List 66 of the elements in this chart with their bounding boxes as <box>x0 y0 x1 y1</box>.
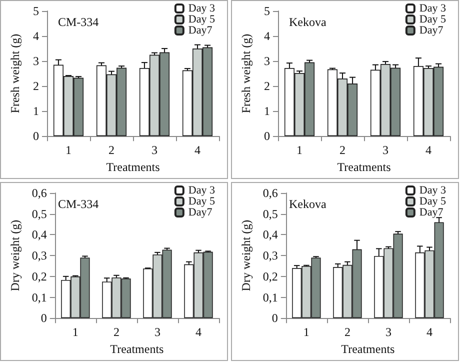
y-tick-label: 0,6 <box>32 186 47 200</box>
legend-label: Day7 <box>188 24 213 36</box>
y-tick-label: 3 <box>264 54 270 68</box>
y-tick-label: 0,1 <box>262 290 278 304</box>
chart-title: CM-334 <box>58 15 99 29</box>
y-axis-title: Fresh weight (g) <box>8 34 22 114</box>
legend-label: Day 5 <box>188 14 216 26</box>
x-tick-label: 1 <box>303 325 310 340</box>
x-tick-label: 4 <box>195 325 202 340</box>
y-tick-label: 0,2 <box>32 269 47 284</box>
y-tick-label: 0,3 <box>32 248 47 263</box>
y-tick-label: 0,5 <box>32 206 47 221</box>
y-tick-label: 2 <box>33 79 39 94</box>
legend-label: Day 3 <box>419 184 446 196</box>
x-tick-label: 3 <box>154 325 160 340</box>
y-tick-label: 4 <box>264 29 270 44</box>
legend-label: Day7 <box>419 206 444 218</box>
chart-title: CM-334 <box>58 197 99 211</box>
x-tick-label: 3 <box>382 143 388 158</box>
legend-label: Day 3 <box>188 2 216 14</box>
chart-title: Kekova <box>289 15 327 29</box>
y-tick-label: 0,4 <box>262 228 278 242</box>
x-tick-label: 2 <box>108 143 114 158</box>
y-tick-label: 0,1 <box>32 290 47 304</box>
x-tick-label: 4 <box>426 325 432 340</box>
y-tick-label: 5 <box>33 4 39 18</box>
x-axis-title: Treatments <box>110 342 164 356</box>
y-tick-label: 0 <box>272 311 278 326</box>
y-tick-label: 0 <box>33 129 39 144</box>
y-tick-label: 3 <box>33 54 39 68</box>
y-tick-label: 0,5 <box>262 206 278 221</box>
x-tick-label: 3 <box>152 143 158 158</box>
y-tick-label: 0,3 <box>262 248 278 263</box>
y-tick-label: 0 <box>40 311 47 326</box>
y-tick-label: 0 <box>264 129 270 144</box>
chart-title: Kekova <box>289 197 327 211</box>
x-tick-label: 4 <box>426 143 432 158</box>
x-tick-label: 2 <box>344 325 350 340</box>
y-axis-title: Fresh weight (g) <box>239 34 253 114</box>
x-axis-title: Treatments <box>337 160 392 174</box>
x-tick-label: 2 <box>113 325 120 340</box>
y-tick-label: 1 <box>33 104 39 118</box>
legend-label: Day7 <box>188 206 213 218</box>
y-tick-label: 0,4 <box>32 228 47 242</box>
y-axis-title: Dry weight (g) <box>239 220 253 292</box>
legend-label: Day 5 <box>188 196 216 208</box>
x-tick-label: 1 <box>66 143 72 158</box>
y-tick-label: 4 <box>33 29 39 44</box>
x-tick-label: 1 <box>296 143 302 158</box>
x-axis-title: Treatments <box>341 342 396 356</box>
y-tick-label: 0,6 <box>262 186 278 200</box>
legend-label: Day 3 <box>188 184 216 196</box>
x-tick-label: 3 <box>385 325 392 340</box>
y-tick-label: 0,2 <box>262 269 278 284</box>
legend-label: Day 5 <box>419 196 446 208</box>
x-tick-label: 1 <box>72 325 78 340</box>
legend-label: Day 5 <box>419 14 446 26</box>
y-tick-label: 2 <box>264 79 270 94</box>
x-axis-title: Treatments <box>106 160 160 174</box>
legend-label: Day 3 <box>419 2 446 14</box>
legend-label: Day7 <box>419 24 444 36</box>
y-tick-label: 5 <box>264 4 270 18</box>
x-tick-label: 2 <box>340 143 346 158</box>
y-tick-label: 1 <box>264 104 270 118</box>
y-axis-title: Dry weight (g) <box>8 220 22 292</box>
x-tick-label: 4 <box>194 143 200 158</box>
